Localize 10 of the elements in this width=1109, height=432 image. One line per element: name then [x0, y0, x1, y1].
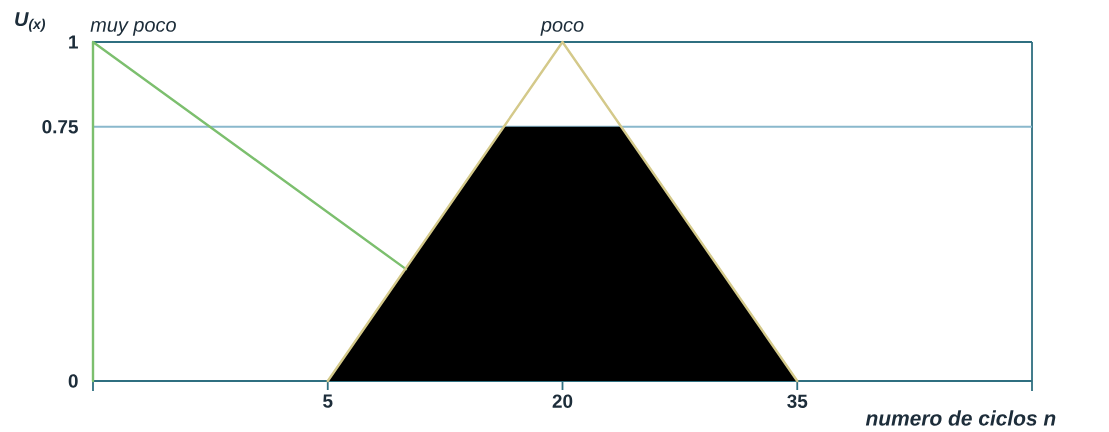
x-tick-label: 20 — [552, 394, 573, 408]
y-axis-title: U$_{(x)}$ — [15, 12, 46, 32]
y-tick-label: 1 — [69, 35, 78, 49]
y-tick-label: 0.75 — [42, 120, 78, 134]
y-tick-label: 0 — [68, 374, 78, 388]
x-tick-label: 5 — [323, 394, 333, 408]
x-tick-label: 35 — [787, 394, 808, 408]
x-axis-title: numero de ciclos n — [865, 410, 1056, 426]
series-label: poco — [540, 20, 584, 36]
series-label: muy poco — [90, 20, 176, 36]
